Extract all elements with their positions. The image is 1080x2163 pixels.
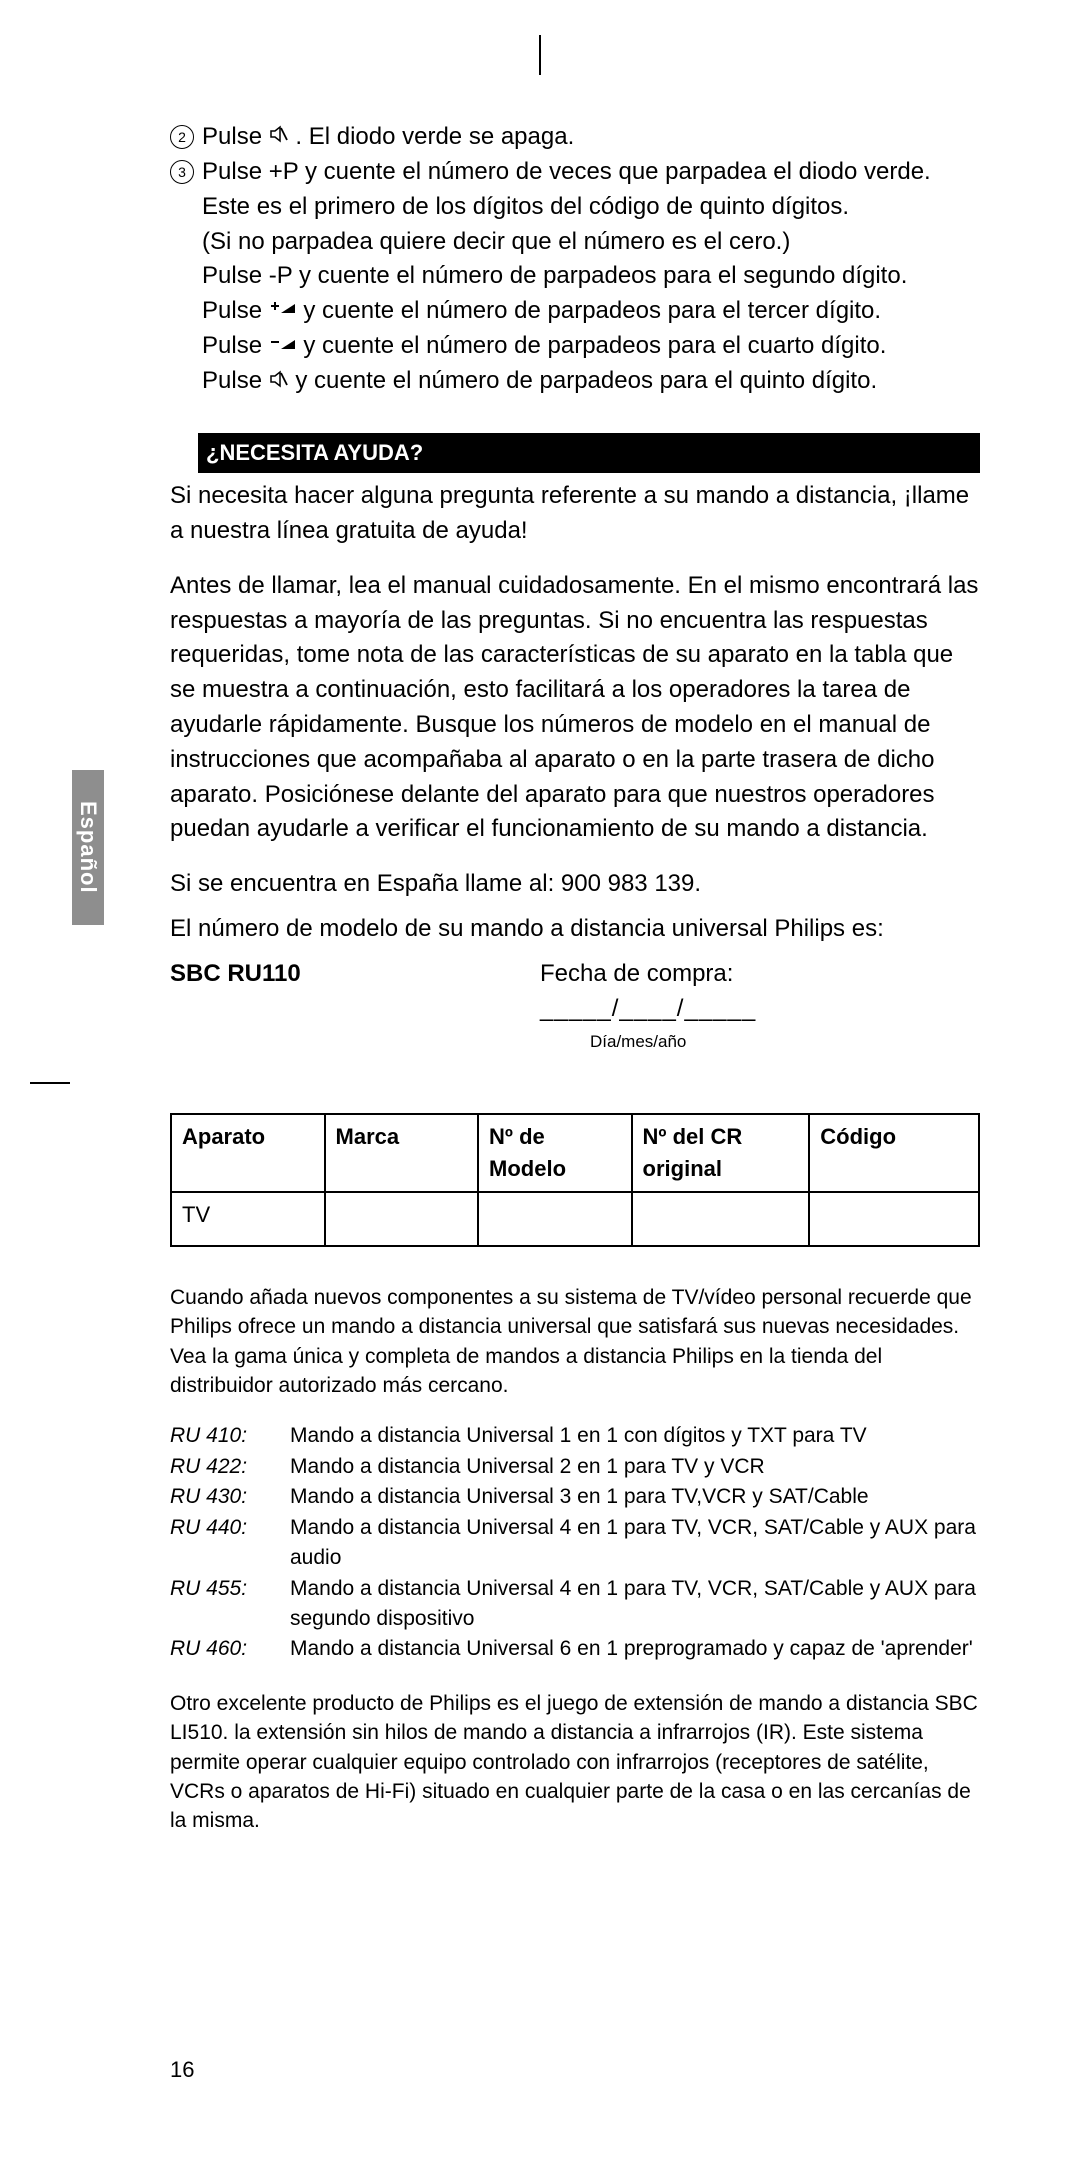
mute-icon (269, 120, 289, 155)
td-codigo[interactable] (809, 1192, 979, 1246)
step3-sub2: Pulse -P y cuente el número de parpadeos… (170, 259, 980, 294)
step3f-b: y cuente el número de parpadeos para el … (295, 367, 877, 394)
crop-mark-left (30, 1082, 70, 1084)
th-modelo: Nº de Modelo (478, 1114, 632, 1192)
ru-row: RU 422: Mando a distancia Universal 2 en… (170, 1452, 980, 1482)
step3e-b: y cuente el número de parpadeos para el … (303, 332, 886, 359)
help-p4: El número de modelo de su mando a distan… (170, 912, 980, 947)
ru-model-list: RU 410: Mando a distancia Universal 1 en… (170, 1421, 980, 1665)
help-p1: Si necesita hacer alguna pregunta refere… (170, 479, 980, 549)
th-codigo: Código (809, 1114, 979, 1192)
table-row: TV (171, 1192, 979, 1246)
crop-mark-top (539, 35, 541, 75)
ru-row: RU 460: Mando a distancia Universal 6 en… (170, 1634, 980, 1664)
ru-desc: Mando a distancia Universal 6 en 1 prepr… (290, 1634, 980, 1664)
step3d-a: Pulse (202, 297, 269, 324)
ru-row: RU 455: Mando a distancia Universal 4 en… (170, 1574, 980, 1635)
step3-sub3: Pulse y cuente el número de parpadeos pa… (170, 294, 980, 329)
purchase-date-caption: Día/mes/año (590, 1030, 980, 1055)
th-cr-l1: Nº del CR (643, 1121, 799, 1153)
ru-desc: Mando a distancia Universal 2 en 1 para … (290, 1452, 980, 1482)
th-modelo-l1: Nº de (489, 1121, 621, 1153)
footer-paragraph: Otro excelente producto de Philips es el… (170, 1689, 980, 1836)
manual-page: Español 2 Pulse . El diodo verde se apag… (0, 0, 1080, 2163)
device-info-table: Aparato Marca Nº de Modelo Nº del CR ori… (170, 1113, 980, 1247)
ru-desc: Mando a distancia Universal 3 en 1 para … (290, 1482, 980, 1512)
td-aparato: TV (171, 1192, 325, 1246)
step3-sub1: (Si no parpadea quiere decir que el núme… (170, 225, 980, 260)
vol-down-icon (269, 330, 297, 365)
step-2: 2 Pulse . El diodo verde se apaga. (170, 120, 980, 155)
language-tab: Español (72, 770, 104, 925)
ru-desc: Mando a distancia Universal 4 en 1 para … (290, 1574, 980, 1635)
section-heading-help: ¿NECESITA AYUDA? (198, 433, 980, 473)
step-num-3: 3 (170, 160, 194, 184)
th-modelo-l2: Modelo (489, 1153, 621, 1185)
purchase-date-line: _____/____/_____ (540, 992, 980, 1027)
step3d-b: y cuente el número de parpadeos para el … (303, 297, 881, 324)
purchase-date-label: Fecha de compra: (540, 957, 733, 992)
step3-text: Pulse +P y cuente el número de veces que… (202, 155, 980, 225)
ru-label: RU 440: (170, 1513, 290, 1574)
ru-row: RU 410: Mando a distancia Universal 1 en… (170, 1421, 980, 1451)
th-aparato: Aparato (171, 1114, 325, 1192)
td-marca[interactable] (325, 1192, 479, 1246)
td-cr[interactable] (632, 1192, 810, 1246)
ru-label: RU 410: (170, 1421, 290, 1451)
th-marca: Marca (325, 1114, 479, 1192)
ru-label: RU 430: (170, 1482, 290, 1512)
help-p2: Antes de llamar, lea el manual cuidadosa… (170, 569, 980, 847)
step3f-a: Pulse (202, 367, 269, 394)
ru-row: RU 440: Mando a distancia Universal 4 en… (170, 1513, 980, 1574)
step3-sub4: Pulse y cuente el número de parpadeos pa… (170, 329, 980, 364)
page-number: 16 (170, 2057, 194, 2083)
ru-label: RU 460: (170, 1634, 290, 1664)
vol-up-icon (269, 294, 297, 329)
th-cr: Nº del CR original (632, 1114, 810, 1192)
step2-text-a: Pulse (202, 123, 269, 150)
ru-desc: Mando a distancia Universal 1 en 1 con d… (290, 1421, 980, 1451)
step3-sub5: Pulse y cuente el número de parpadeos pa… (170, 364, 980, 399)
model-row: SBC RU110 Fecha de compra: (170, 957, 980, 992)
ru-label: RU 422: (170, 1452, 290, 1482)
td-modelo[interactable] (478, 1192, 632, 1246)
model-number: SBC RU110 (170, 957, 540, 992)
content-area: 2 Pulse . El diodo verde se apaga. 3 Pul… (170, 120, 980, 1836)
ru-desc: Mando a distancia Universal 4 en 1 para … (290, 1513, 980, 1574)
step2-text-b: . El diodo verde se apaga. (295, 123, 574, 150)
th-cr-l2: original (643, 1153, 799, 1185)
ru-label: RU 455: (170, 1574, 290, 1635)
promo-paragraph: Cuando añada nuevos componentes a su sis… (170, 1283, 980, 1401)
ru-row: RU 430: Mando a distancia Universal 3 en… (170, 1482, 980, 1512)
step-num-2: 2 (170, 125, 194, 149)
mute-icon (269, 365, 289, 400)
step-3: 3 Pulse +P y cuente el número de veces q… (170, 155, 980, 225)
step3e-a: Pulse (202, 332, 269, 359)
help-p3: Si se encuentra en España llame al: 900 … (170, 867, 980, 902)
